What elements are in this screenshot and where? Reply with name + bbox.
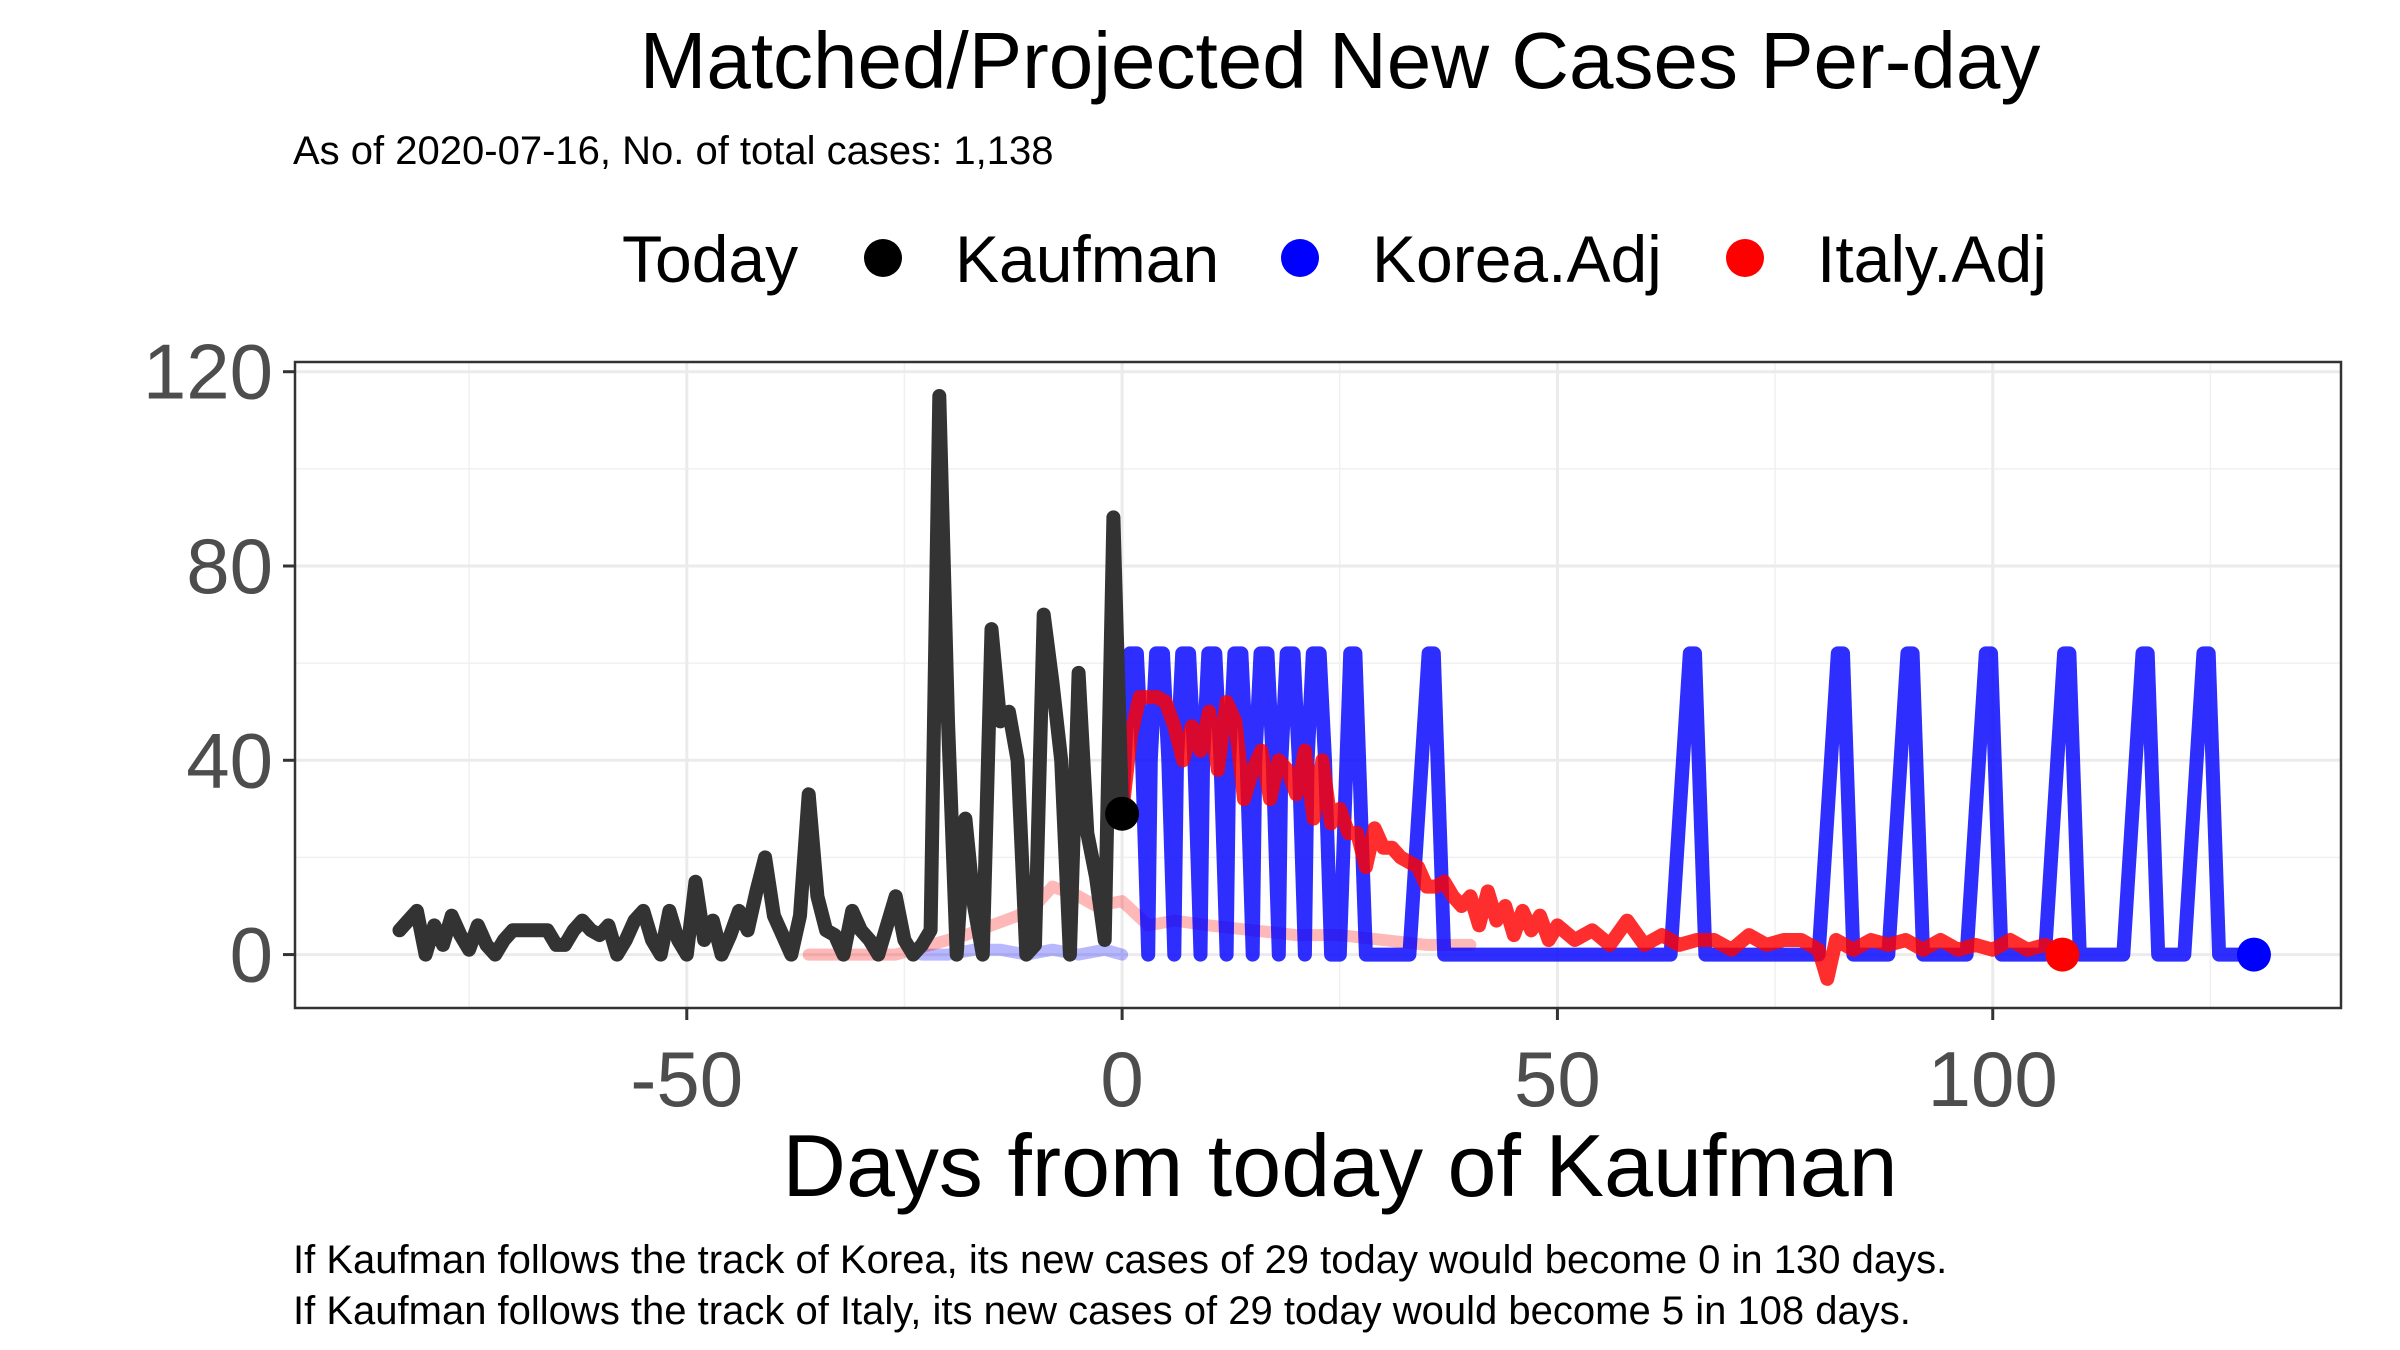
series-line-korea-adj: [1115, 646, 2261, 962]
legend-label-korea-adj: Korea.Adj: [1372, 222, 1662, 296]
x-tick-label: 100: [1928, 1035, 2058, 1123]
x-axis-title: Days from today of Kaufman: [782, 1116, 1897, 1215]
end-points: [1105, 796, 2271, 972]
plot-panel: [293, 360, 2343, 1010]
series-lines: [392, 389, 2261, 986]
y-tick-label: 80: [186, 522, 273, 610]
legend-key-kaufman: [864, 239, 902, 277]
x-tick-label: 50: [1514, 1035, 1601, 1123]
y-tick-label: 40: [186, 716, 273, 804]
legend-label-italy-adj: Italy.Adj: [1817, 222, 2047, 296]
x-tick-label: 0: [1100, 1035, 1143, 1123]
series-line-kaufman: [392, 389, 1130, 962]
x-tick-label: -50: [630, 1035, 743, 1123]
chart-title: Matched/Projected New Cases Per-day: [640, 16, 2041, 105]
legend-key-korea-adj: [1281, 239, 1319, 277]
plot-border: [293, 360, 2343, 1010]
y-tick-label: 120: [143, 328, 273, 416]
y-tick-label: 0: [230, 911, 273, 999]
caption-korea: If Kaufman follows the track of Korea, i…: [293, 1238, 1947, 1282]
point-italy-adj: [2045, 937, 2080, 972]
legend: Today Kaufman Korea.Adj Italy.Adj: [622, 222, 2047, 296]
point-korea-adj: [2236, 937, 2271, 972]
chart-subtitle: As of 2020-07-16, No. of total cases: 1,…: [293, 129, 1053, 173]
legend-label-kaufman: Kaufman: [955, 222, 1219, 296]
legend-title: Today: [622, 222, 798, 296]
series-line-italy-adj: [1115, 690, 2070, 986]
point-kaufman: [1105, 796, 1140, 831]
caption-italy: If Kaufman follows the track of Italy, i…: [293, 1289, 1911, 1333]
axes: 0 40 80 120 -50 0 50 100: [143, 328, 2058, 1123]
legend-key-italy-adj: [1726, 239, 1764, 277]
